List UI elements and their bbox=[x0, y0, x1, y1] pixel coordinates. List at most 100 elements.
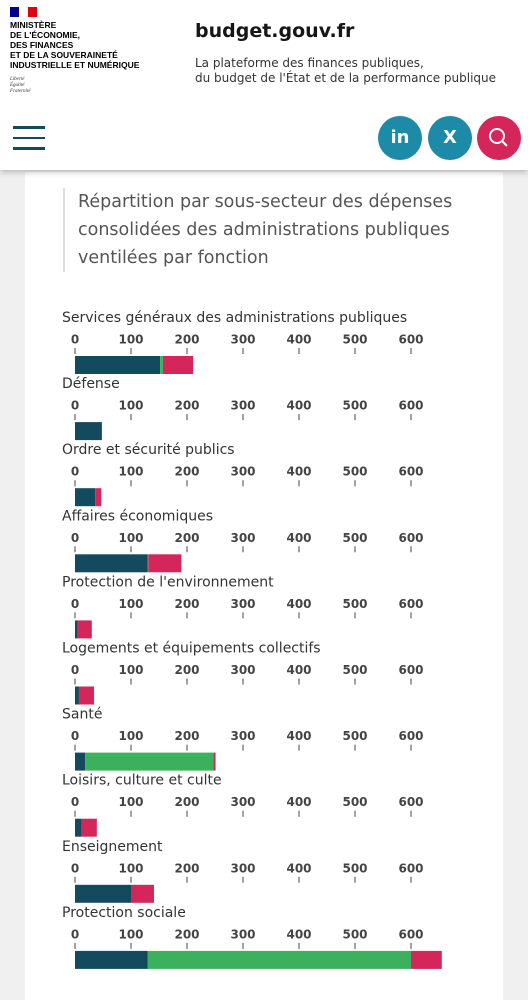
bar-segment bbox=[75, 950, 148, 969]
search-button[interactable] bbox=[477, 116, 521, 160]
bar-segment bbox=[75, 488, 96, 507]
linkedin-button[interactable]: in bbox=[378, 116, 422, 160]
x-tick-label: 300 bbox=[230, 861, 255, 875]
x-tick-label: 500 bbox=[342, 927, 367, 941]
chart-title: Ordre et sécurité publics bbox=[62, 442, 235, 458]
x-tick-label: 0 bbox=[71, 333, 79, 347]
tagline: La plateforme des finances publiques, du… bbox=[195, 56, 496, 86]
header: MINISTÈRE DE L'ÉCONOMIE, DES FINANCES ET… bbox=[0, 0, 528, 170]
x-tick-label: 600 bbox=[398, 531, 423, 545]
x-tick-label: 200 bbox=[174, 663, 199, 677]
bar-segment bbox=[213, 752, 216, 771]
tagline-line: La plateforme des finances publiques, bbox=[195, 56, 424, 70]
x-tick-label: 100 bbox=[118, 465, 143, 479]
motto-line: Égalité bbox=[10, 83, 25, 88]
x-tick-label: 100 bbox=[118, 597, 143, 611]
bar-segment bbox=[75, 554, 148, 573]
section-title-line: consolidées des administrations publique… bbox=[78, 220, 450, 240]
ministry-line: DES FINANCES bbox=[10, 40, 74, 50]
chart-title: Services généraux des administrations pu… bbox=[62, 310, 407, 326]
x-tick-label: 0 bbox=[71, 861, 79, 875]
motto: Liberté Égalité Fraternité bbox=[10, 77, 31, 95]
bar-segment bbox=[85, 752, 214, 771]
x-tick-label: 400 bbox=[286, 927, 311, 941]
chart-title: Logements et équipements collectifs bbox=[62, 641, 321, 657]
bar-segment bbox=[75, 884, 131, 903]
x-tick-label: 300 bbox=[230, 333, 255, 347]
bar-segment bbox=[160, 356, 163, 374]
x-tick-label: 600 bbox=[398, 663, 423, 677]
x-tick-label: 500 bbox=[342, 597, 367, 611]
x-tick-label: 200 bbox=[174, 927, 199, 941]
x-tick-label: 0 bbox=[71, 729, 79, 743]
x-tick-label: 500 bbox=[342, 399, 367, 413]
menu-button[interactable] bbox=[13, 126, 45, 158]
x-tick-label: 100 bbox=[118, 333, 143, 347]
x-tick-label: 100 bbox=[118, 399, 143, 413]
chart-title: Défense bbox=[62, 376, 120, 392]
x-tick-label: 0 bbox=[71, 663, 79, 677]
x-tick-label: 400 bbox=[286, 333, 311, 347]
x-tick-label: 200 bbox=[174, 597, 199, 611]
x-tick-label: 400 bbox=[286, 729, 311, 743]
x-tick-label: 600 bbox=[398, 795, 423, 809]
x-tick-label: 600 bbox=[398, 927, 423, 941]
x-tick-label: 500 bbox=[342, 531, 367, 545]
section-title-line: ventilées par fonction bbox=[78, 248, 269, 268]
x-tick-label: 400 bbox=[286, 399, 311, 413]
x-tick-label: 600 bbox=[398, 399, 423, 413]
motto-line: Fraternité bbox=[10, 89, 31, 94]
x-tick-label: 300 bbox=[230, 531, 255, 545]
x-tick-label: 100 bbox=[118, 531, 143, 545]
motto-line: Liberté bbox=[10, 77, 25, 82]
x-tick-label: 400 bbox=[286, 861, 311, 875]
x-tick-label: 200 bbox=[174, 531, 199, 545]
x-tick-label: 500 bbox=[342, 663, 367, 677]
x-tick-label: 200 bbox=[174, 399, 199, 413]
bar-segment bbox=[75, 356, 161, 374]
chart-title: Affaires économiques bbox=[62, 508, 213, 524]
tagline-line: du budget de l'État et de la performance… bbox=[195, 71, 497, 85]
chart-title: Loisirs, culture et culte bbox=[62, 773, 222, 789]
x-tick-label: 400 bbox=[286, 597, 311, 611]
x-tick-label: 600 bbox=[398, 333, 423, 347]
x-button[interactable]: X bbox=[428, 116, 472, 160]
section-title: Répartition par sous-secteur des dépense… bbox=[63, 188, 452, 272]
x-tick-label: 200 bbox=[174, 795, 199, 809]
bar-segment bbox=[75, 620, 78, 639]
x-tick-label: 100 bbox=[118, 663, 143, 677]
bar-segment bbox=[411, 950, 442, 969]
x-tick-label: 300 bbox=[230, 465, 255, 479]
ministry-line: MINISTÈRE bbox=[10, 20, 57, 30]
x-tick-label: 0 bbox=[71, 927, 79, 941]
x-tick-label: 0 bbox=[71, 795, 79, 809]
ministry[interactable]: MINISTÈRE DE L'ÉCONOMIE, DES FINANCES ET… bbox=[10, 20, 139, 70]
bar-segment bbox=[75, 752, 86, 771]
chart-title: Protection sociale bbox=[62, 905, 186, 921]
x-tick-label: 200 bbox=[174, 465, 199, 479]
x-tick-label: 300 bbox=[230, 729, 255, 743]
bar-segment bbox=[75, 686, 79, 705]
bar-segment bbox=[78, 686, 95, 705]
content-card bbox=[25, 172, 503, 1000]
x-tick-label: 400 bbox=[286, 663, 311, 677]
bar-segment bbox=[75, 422, 102, 441]
x-tick-label: 100 bbox=[118, 729, 143, 743]
x-tick-label: 200 bbox=[174, 333, 199, 347]
x-tick-label: 600 bbox=[398, 465, 423, 479]
bar-segment bbox=[148, 554, 182, 573]
bar-segment bbox=[162, 356, 194, 374]
bar-segment bbox=[95, 488, 102, 507]
x-tick-label: 300 bbox=[230, 597, 255, 611]
x-tick-label: 300 bbox=[230, 927, 255, 941]
x-tick-label: 500 bbox=[342, 465, 367, 479]
bar-segment bbox=[75, 818, 82, 837]
x-tick-label: 300 bbox=[230, 663, 255, 677]
x-tick-label: 0 bbox=[71, 465, 79, 479]
bar-segment bbox=[77, 620, 92, 639]
site-name[interactable]: budget.gouv.fr bbox=[195, 20, 355, 42]
search-icon bbox=[489, 128, 508, 147]
section-title-line: Répartition par sous-secteur des dépense… bbox=[78, 192, 453, 212]
chart-title: Enseignement bbox=[62, 839, 163, 855]
